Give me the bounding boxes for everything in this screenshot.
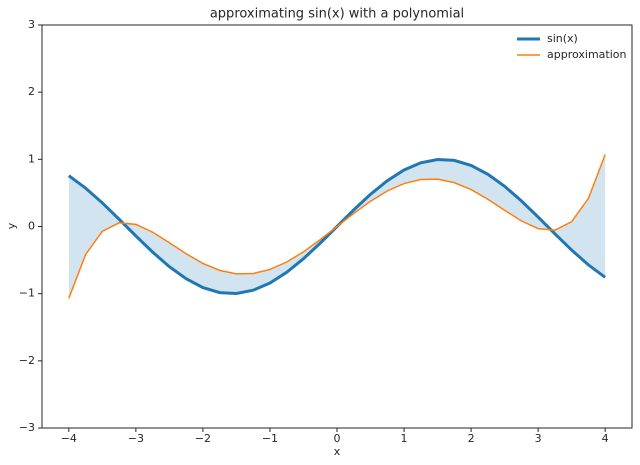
y-tick-label: −2 <box>19 354 35 367</box>
y-tick-label: 2 <box>28 85 35 98</box>
y-tick-label: 3 <box>28 18 35 31</box>
y-axis-label: y <box>5 222 18 229</box>
plot-frame <box>41 24 633 429</box>
legend-label: sin(x) <box>547 32 578 45</box>
line <box>68 154 606 299</box>
x-tick-label: −3 <box>128 432 144 445</box>
x-tick-label: 4 <box>602 432 609 445</box>
x-tick-label: −1 <box>262 432 278 445</box>
y-tick-label: 1 <box>28 152 35 165</box>
x-axis-label: x <box>334 445 341 458</box>
x-tick-label: 3 <box>535 432 542 445</box>
chart-title: approximating sin(x) with a polynomial <box>210 7 464 22</box>
y-tick-label: 0 <box>28 220 35 233</box>
y-tick-label: −3 <box>19 421 35 434</box>
x-tick-label: −2 <box>195 432 211 445</box>
x-tick-label: 2 <box>468 432 475 445</box>
legend-label: approximation <box>547 48 626 61</box>
x-tick-label: 0 <box>334 432 341 445</box>
x-tick-label: 1 <box>401 432 408 445</box>
x-tick-label: −4 <box>61 432 77 445</box>
y-tick-label: −1 <box>19 287 35 300</box>
